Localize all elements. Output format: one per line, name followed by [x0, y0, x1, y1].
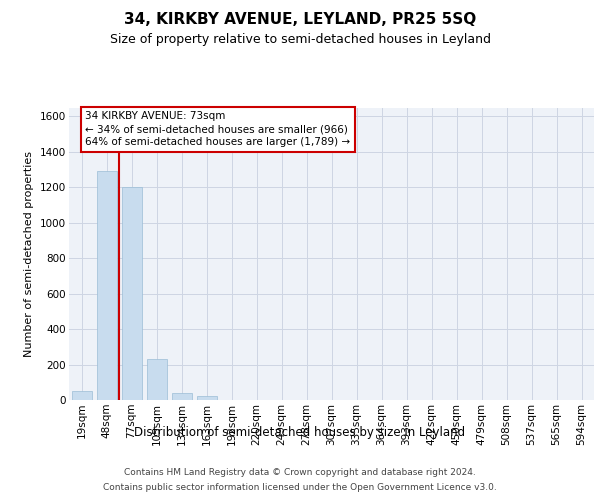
- Bar: [121, 188, 142, 400]
- Bar: [97, 172, 116, 400]
- Bar: [197, 396, 217, 400]
- Text: Distribution of semi-detached houses by size in Leyland: Distribution of semi-detached houses by …: [134, 426, 466, 439]
- Bar: [172, 393, 191, 400]
- Text: 34 KIRKBY AVENUE: 73sqm
← 34% of semi-detached houses are smaller (966)
64% of s: 34 KIRKBY AVENUE: 73sqm ← 34% of semi-de…: [85, 111, 350, 148]
- Bar: [71, 391, 91, 400]
- Text: Size of property relative to semi-detached houses in Leyland: Size of property relative to semi-detach…: [110, 32, 491, 46]
- Text: Contains HM Land Registry data © Crown copyright and database right 2024.: Contains HM Land Registry data © Crown c…: [124, 468, 476, 477]
- Text: Contains public sector information licensed under the Open Government Licence v3: Contains public sector information licen…: [103, 483, 497, 492]
- Text: 34, KIRKBY AVENUE, LEYLAND, PR25 5SQ: 34, KIRKBY AVENUE, LEYLAND, PR25 5SQ: [124, 12, 476, 28]
- Y-axis label: Number of semi-detached properties: Number of semi-detached properties: [25, 151, 34, 357]
- Bar: [146, 359, 167, 400]
